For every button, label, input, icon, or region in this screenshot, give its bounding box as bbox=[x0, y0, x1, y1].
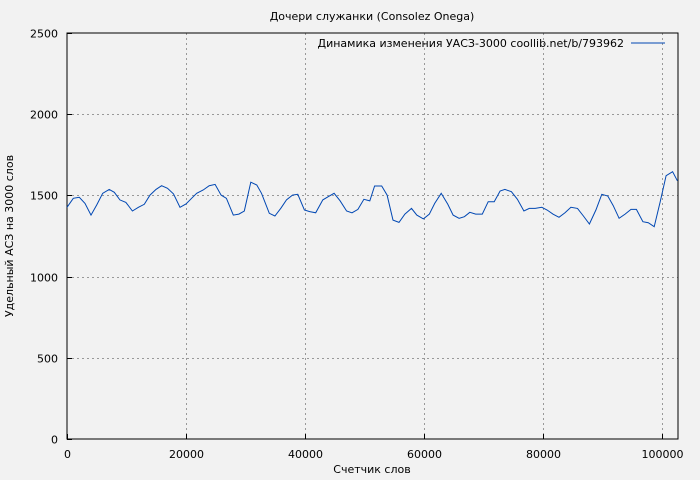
axis-ticks: 0 20000 40000 60000 80000 100000 0 500 1000 1500 2… bbox=[30, 28, 684, 462]
legend-label: Динамика изменения УАСЗ-3000 coollib.net… bbox=[318, 37, 625, 50]
y-tick-label: 1500 bbox=[30, 190, 58, 203]
x-axis-label: Счетчик слов bbox=[333, 463, 410, 476]
grid bbox=[67, 33, 678, 439]
x-tick-label: 0 bbox=[64, 448, 71, 461]
chart-title: Дочери служанки (Consolez Onega) bbox=[270, 10, 475, 23]
x-tick-label: 80000 bbox=[526, 448, 561, 461]
y-tick-label: 1000 bbox=[30, 272, 58, 285]
series-line bbox=[66, 170, 678, 228]
x-tick-label: 100000 bbox=[642, 448, 684, 461]
y-tick-label: 2000 bbox=[30, 109, 58, 122]
y-tick-label: 500 bbox=[37, 353, 58, 366]
plot-frame bbox=[66, 32, 679, 440]
y-tick-label: 0 bbox=[51, 434, 58, 447]
x-tick-label: 40000 bbox=[288, 448, 323, 461]
y-tick-label: 2500 bbox=[30, 28, 58, 41]
x-tick-label: 60000 bbox=[407, 448, 442, 461]
x-tick-label: 20000 bbox=[169, 448, 204, 461]
y-axis-label: Удельный АСЗ на 3000 слов bbox=[3, 155, 16, 317]
